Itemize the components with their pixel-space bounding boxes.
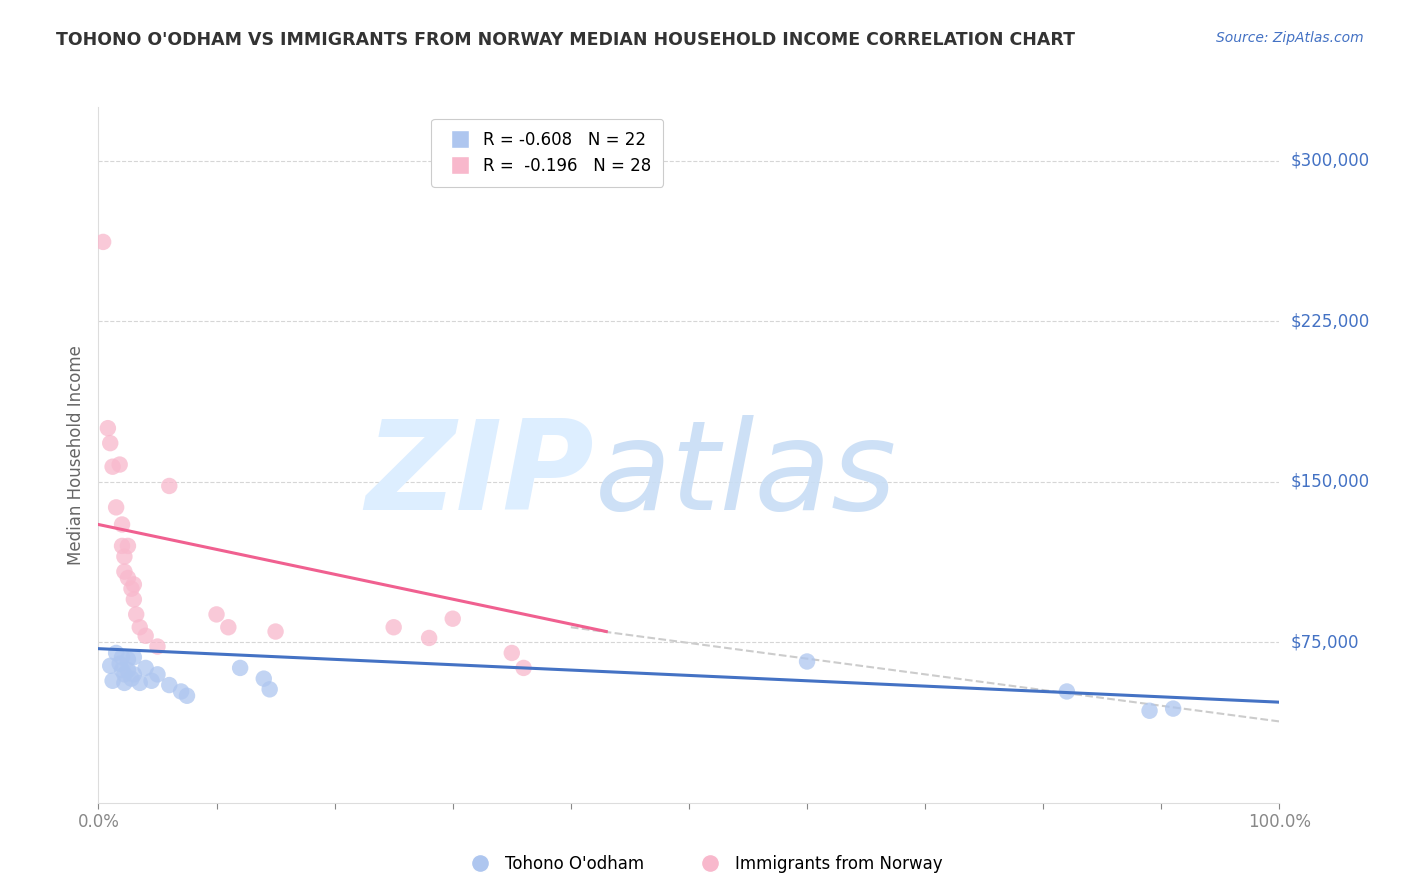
Point [501,646,523,660]
Point [146,667,169,681]
Point [97,421,120,435]
Point [91,235,114,249]
Point [229,661,252,675]
Point [105,500,128,515]
Point [122,592,145,607]
Point [111,539,134,553]
Point [512,661,534,675]
Point [264,624,287,639]
Text: $75,000: $75,000 [1291,633,1360,651]
Text: Source: ZipAtlas.com: Source: ZipAtlas.com [1216,31,1364,45]
Point [117,539,139,553]
Point [146,640,169,654]
Text: TOHONO O'ODHAM VS IMMIGRANTS FROM NORWAY MEDIAN HOUSEHOLD INCOME CORRELATION CHA: TOHONO O'ODHAM VS IMMIGRANTS FROM NORWAY… [56,31,1076,49]
Legend: R = -0.608   N = 22, R =  -0.196   N = 28: R = -0.608 N = 22, R = -0.196 N = 28 [432,119,664,186]
Point [121,582,143,596]
Point [418,631,440,645]
Point [128,620,150,634]
Text: ZIP: ZIP [366,416,595,536]
Point [111,650,134,665]
Point [117,571,139,585]
Point [796,655,818,669]
Point [101,673,124,688]
Point [117,663,139,677]
Point [108,458,131,472]
Point [111,663,134,677]
Point [105,646,128,660]
Point [122,577,145,591]
Text: $300,000: $300,000 [1291,152,1369,169]
Point [108,657,131,671]
Point [1161,701,1184,715]
Point [259,682,281,697]
Point [141,673,163,688]
Point [135,661,157,675]
Point [121,672,143,686]
Point [101,459,124,474]
Point [111,517,134,532]
Point [170,684,193,698]
Point [176,689,198,703]
Point [382,620,405,634]
Point [98,658,121,673]
Y-axis label: Median Household Income: Median Household Income [66,345,84,565]
Point [122,650,145,665]
Point [253,672,276,686]
Point [441,612,464,626]
Point [117,652,139,666]
Legend: Tohono O'odham, Immigrants from Norway: Tohono O'odham, Immigrants from Norway [457,848,949,880]
Text: $150,000: $150,000 [1291,473,1369,491]
Point [112,667,135,681]
Point [122,667,145,681]
Point [112,565,135,579]
Text: atlas: atlas [595,416,897,536]
Point [125,607,148,622]
Point [135,629,157,643]
Point [98,436,121,450]
Point [157,678,180,692]
Point [112,676,135,690]
Point [128,676,150,690]
Point [157,479,180,493]
Point [1139,704,1161,718]
Point [1056,684,1078,698]
Point [217,620,239,634]
Point [112,549,135,564]
Point [205,607,228,622]
Text: $225,000: $225,000 [1291,312,1369,330]
